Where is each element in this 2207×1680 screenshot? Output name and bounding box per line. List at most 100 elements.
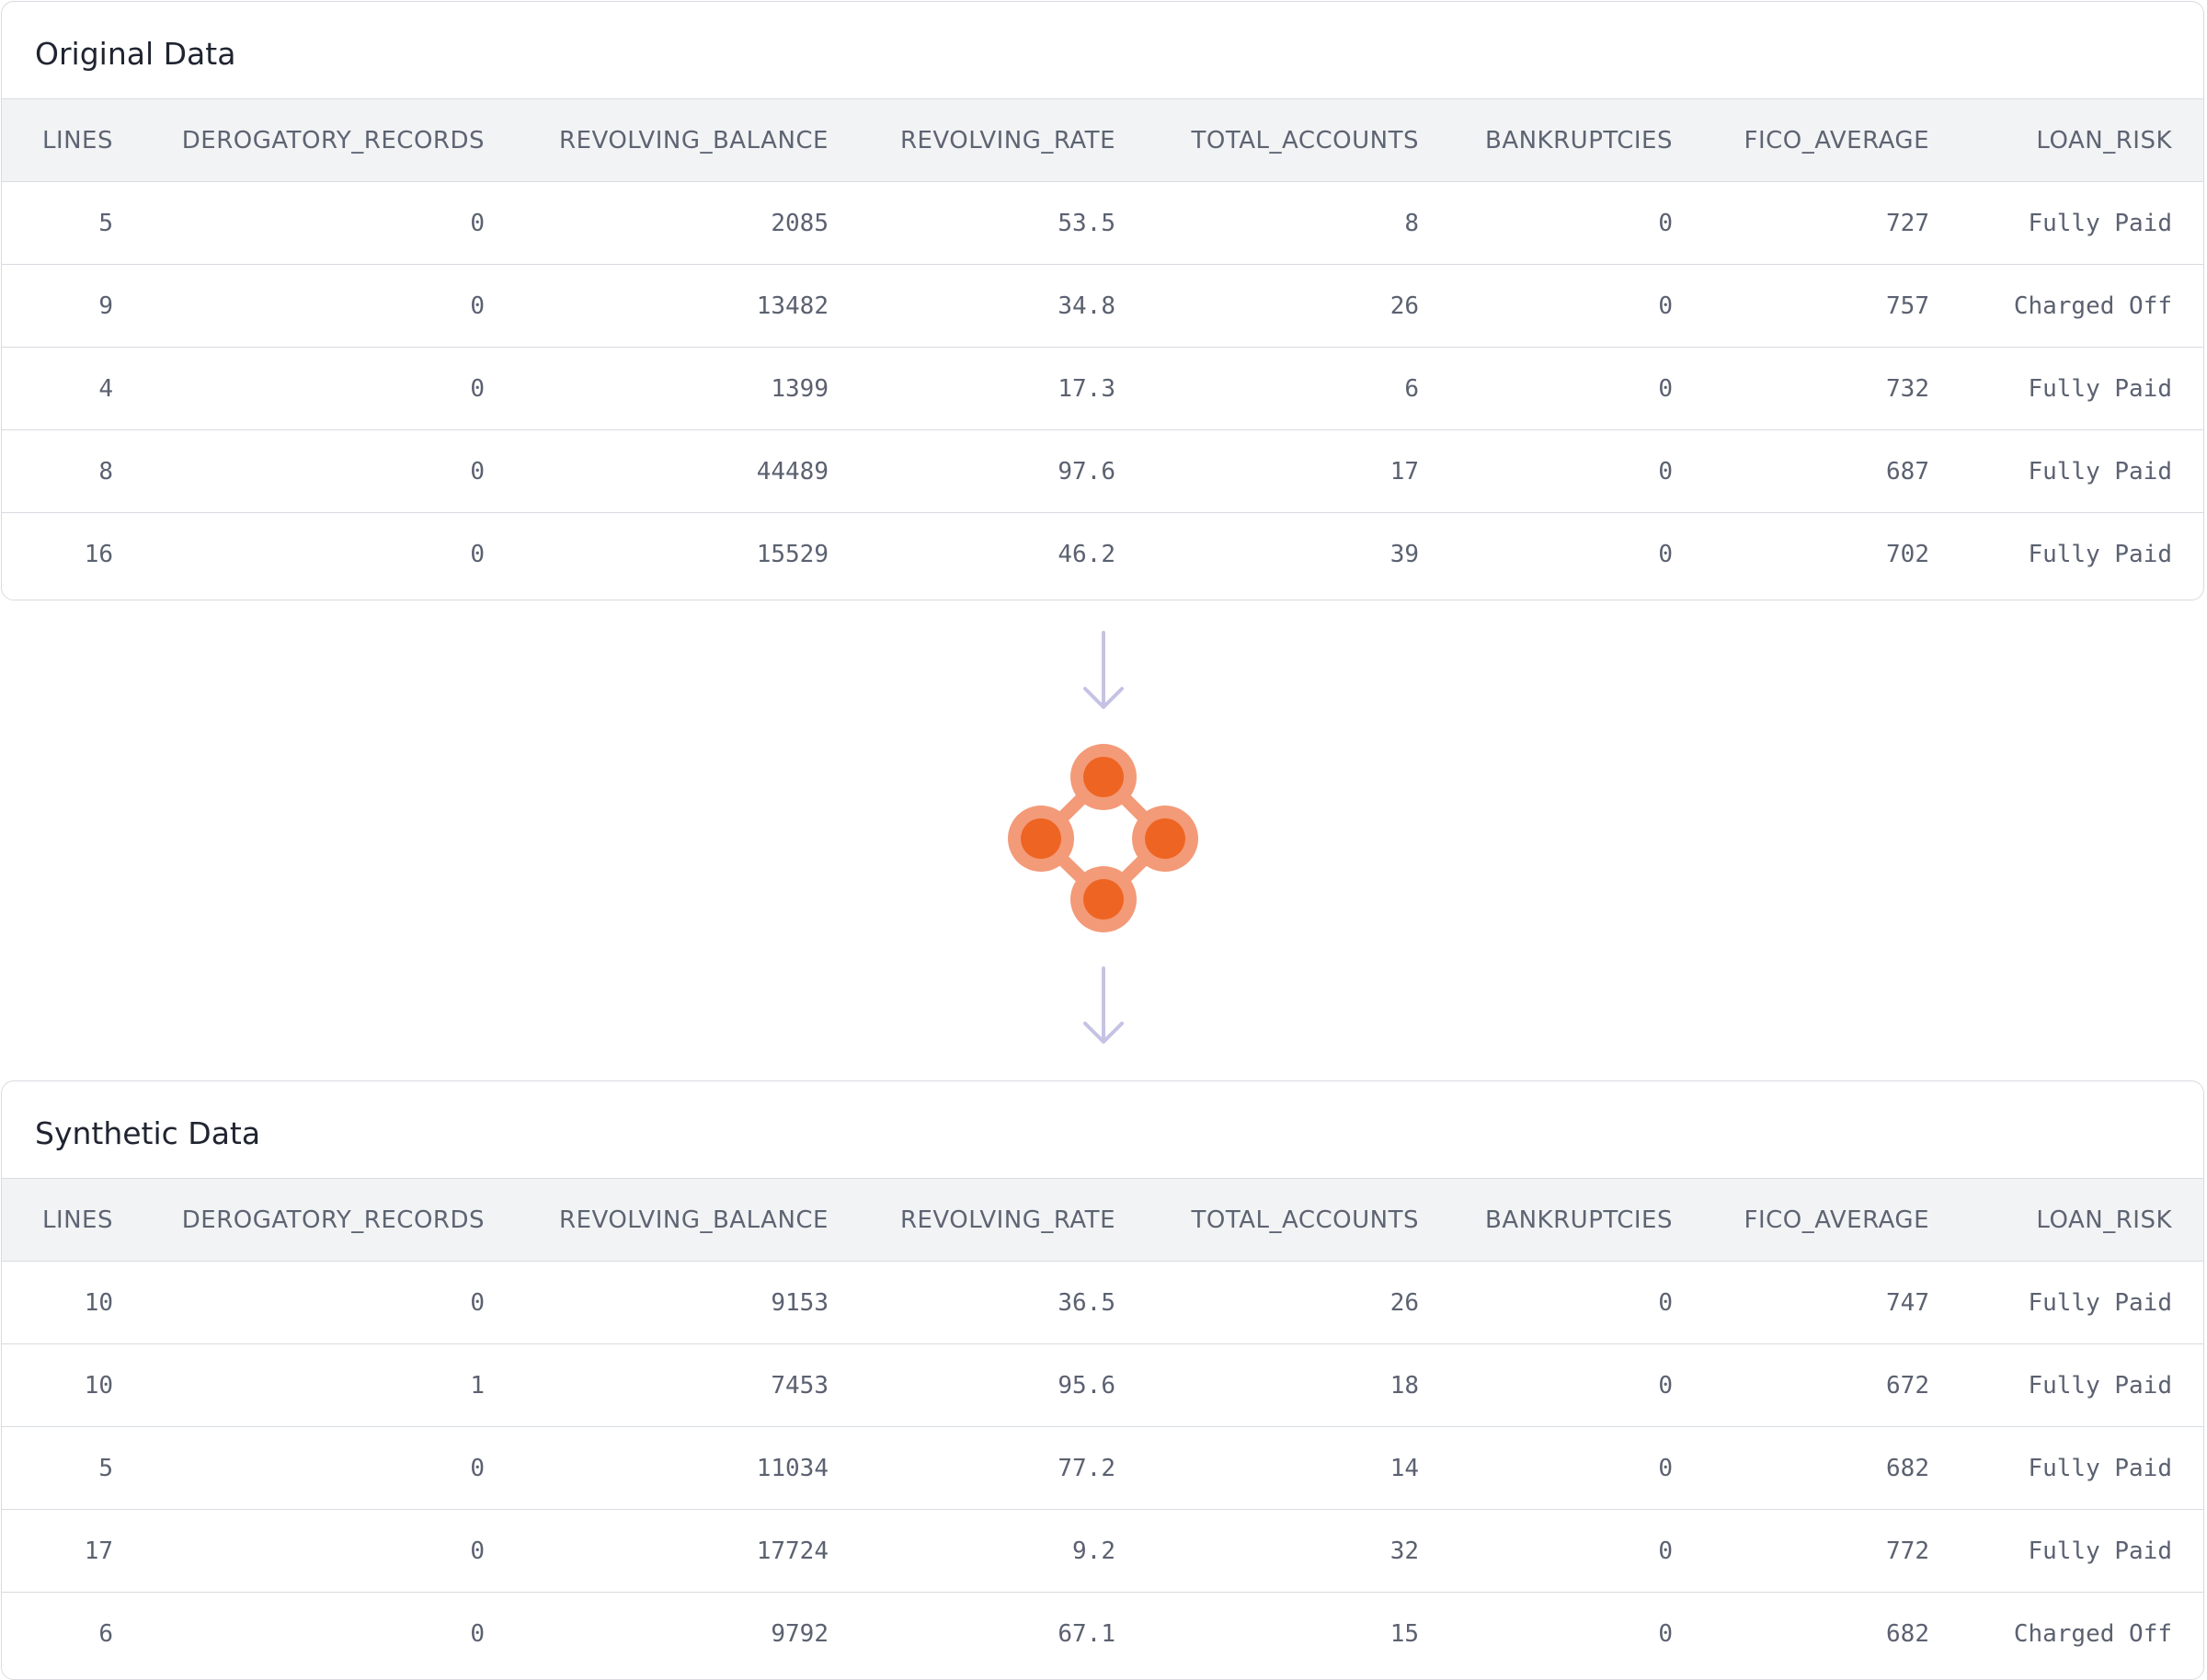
cell-revolving-rate: 9.2 bbox=[846, 1509, 1133, 1593]
cell-bankruptcies: 0 bbox=[1658, 540, 1673, 568]
cell-fico-average: 772 bbox=[1691, 1509, 1948, 1593]
cell-revolving-rate: 97.6 bbox=[846, 429, 1133, 513]
cell-revolving-balance: 15529 bbox=[756, 540, 829, 568]
node-top bbox=[1070, 744, 1137, 810]
column-header-lines: LINES bbox=[2, 99, 132, 182]
table-header-row: LINES DEROGATORY_RECORDS REVOLVING_BALAN… bbox=[2, 99, 2203, 182]
node-right bbox=[1132, 806, 1198, 872]
original-data-title: Original Data bbox=[2, 2, 2203, 99]
cell-fico-average: 687 bbox=[1691, 429, 1948, 513]
synthetic-data-table: LINES DEROGATORY_RECORDS REVOLVING_BALAN… bbox=[2, 1179, 2203, 1675]
cell-lines: 8 bbox=[2, 429, 132, 513]
cell-loan-risk: Fully Paid bbox=[1948, 1426, 2203, 1510]
column-header-bankruptcies: BANKRUPTCIES bbox=[1436, 1179, 1691, 1262]
column-header-revolving-rate: REVOLVING_RATE bbox=[846, 1179, 1133, 1262]
table-row: 8 0 44489 97.6 17 0 687 Fully Paid bbox=[2, 429, 2203, 513]
table-header-row: LINES DEROGATORY_RECORDS REVOLVING_BALAN… bbox=[2, 1179, 2203, 1262]
cell-revolving-rate: 46.2 bbox=[1058, 540, 1115, 568]
cell-loan-risk: Fully Paid bbox=[1948, 347, 2203, 430]
cell-lines: 16 bbox=[84, 540, 113, 568]
arrow-down-icon bbox=[1083, 631, 1124, 709]
column-header-revolving-rate: REVOLVING_RATE bbox=[846, 99, 1133, 182]
cell-loan-risk: Fully Paid bbox=[1948, 181, 2203, 265]
cell-total-accounts: 39 bbox=[1389, 540, 1419, 568]
cell-revolving-balance: 9153 bbox=[503, 1261, 846, 1344]
cell-loan-risk: Fully Paid bbox=[1948, 429, 2203, 513]
synthetic-data-panel: Synthetic Data LINES DEROGATORY_RECORDS … bbox=[1, 1080, 2204, 1680]
column-header-derogatory-records: DEROGATORY_RECORDS bbox=[132, 1179, 503, 1262]
cell-bankruptcies: 0 bbox=[1436, 347, 1691, 430]
cell-derogatory-records: 0 bbox=[470, 1619, 485, 1648]
cell-derogatory-records: 0 bbox=[132, 1261, 503, 1344]
cell-lines: 17 bbox=[2, 1509, 132, 1593]
cell-total-accounts: 14 bbox=[1133, 1426, 1436, 1510]
cell-revolving-balance: 2085 bbox=[503, 181, 846, 265]
column-header-derogatory-records: DEROGATORY_RECORDS bbox=[132, 99, 503, 182]
synthetic-data-rows: 10 0 9153 36.5 26 0 747 Fully Paid 10 1 7453 95.6 18… bbox=[2, 1261, 2203, 1675]
cell-total-accounts: 26 bbox=[1133, 264, 1436, 348]
cell-revolving-balance: 11034 bbox=[503, 1426, 846, 1510]
cell-revolving-balance: 13482 bbox=[503, 264, 846, 348]
table-row: 16 0 15529 46.2 39 0 702 Fully Paid bbox=[2, 513, 2203, 596]
column-header-revolving-balance: REVOLVING_BALANCE bbox=[503, 99, 846, 182]
cell-revolving-balance: 7453 bbox=[503, 1343, 846, 1427]
table-row: 5 0 2085 53.5 8 0 727 Fully Paid bbox=[2, 181, 2203, 265]
column-header-revolving-balance: REVOLVING_BALANCE bbox=[503, 1179, 846, 1262]
cell-derogatory-records: 0 bbox=[132, 347, 503, 430]
column-header-lines: LINES bbox=[2, 1179, 132, 1262]
cell-fico-average: 672 bbox=[1691, 1343, 1948, 1427]
network-nodes-icon bbox=[1008, 744, 1198, 932]
cell-loan-risk: Charged Off bbox=[1948, 264, 2203, 348]
cell-lines: 9 bbox=[2, 264, 132, 348]
cell-fico-average: 727 bbox=[1691, 181, 1948, 265]
original-data-panel: Original Data LINES DEROGATORY_RECORDS R… bbox=[1, 1, 2204, 600]
table-row: 5 0 11034 77.2 14 0 682 Fully Paid bbox=[2, 1426, 2203, 1510]
cell-total-accounts: 32 bbox=[1133, 1509, 1436, 1593]
cell-loan-risk: Fully Paid bbox=[1948, 1343, 2203, 1427]
cell-fico-average: 702 bbox=[1886, 540, 1929, 568]
node-bottom bbox=[1070, 866, 1137, 932]
table-row: 6 0 9792 67.1 15 0 682 Charged Off bbox=[2, 1593, 2203, 1675]
synthetic-data-title: Synthetic Data bbox=[2, 1081, 2203, 1179]
cell-revolving-rate: 77.2 bbox=[846, 1426, 1133, 1510]
cell-bankruptcies: 0 bbox=[1436, 1261, 1691, 1344]
column-header-loan-risk: LOAN_RISK bbox=[1948, 1179, 2203, 1262]
cell-total-accounts: 6 bbox=[1133, 347, 1436, 430]
flow-diagram bbox=[1008, 631, 1198, 1044]
arrow-down-icon bbox=[1083, 966, 1124, 1044]
cell-revolving-rate: 95.6 bbox=[846, 1343, 1133, 1427]
cell-revolving-rate: 67.1 bbox=[1058, 1619, 1115, 1648]
original-data-table: LINES DEROGATORY_RECORDS REVOLVING_BALAN… bbox=[2, 99, 2203, 596]
cell-fico-average: 682 bbox=[1886, 1619, 1929, 1648]
cell-bankruptcies: 0 bbox=[1436, 264, 1691, 348]
cell-derogatory-records: 0 bbox=[132, 264, 503, 348]
cell-total-accounts: 18 bbox=[1133, 1343, 1436, 1427]
cell-revolving-rate: 34.8 bbox=[846, 264, 1133, 348]
cell-fico-average: 757 bbox=[1691, 264, 1948, 348]
cell-revolving-rate: 53.5 bbox=[846, 181, 1133, 265]
cell-bankruptcies: 0 bbox=[1436, 181, 1691, 265]
cell-revolving-balance: 1399 bbox=[503, 347, 846, 430]
cell-derogatory-records: 0 bbox=[132, 1426, 503, 1510]
cell-derogatory-records: 0 bbox=[132, 181, 503, 265]
cell-revolving-rate: 17.3 bbox=[846, 347, 1133, 430]
cell-derogatory-records: 0 bbox=[470, 540, 485, 568]
column-header-total-accounts: TOTAL_ACCOUNTS bbox=[1133, 99, 1436, 182]
cell-total-accounts: 17 bbox=[1133, 429, 1436, 513]
cell-lines: 5 bbox=[2, 181, 132, 265]
cell-lines: 10 bbox=[2, 1261, 132, 1344]
cell-derogatory-records: 0 bbox=[132, 429, 503, 513]
cell-lines: 5 bbox=[2, 1426, 132, 1510]
column-header-bankruptcies: BANKRUPTCIES bbox=[1436, 99, 1691, 182]
cell-loan-risk: Fully Paid bbox=[2028, 540, 2172, 568]
cell-loan-risk: Fully Paid bbox=[1948, 1509, 2203, 1593]
cell-bankruptcies: 0 bbox=[1436, 1343, 1691, 1427]
column-header-fico-average: FICO_AVERAGE bbox=[1691, 1179, 1948, 1262]
cell-bankruptcies: 0 bbox=[1436, 1509, 1691, 1593]
cell-total-accounts: 26 bbox=[1133, 1261, 1436, 1344]
cell-bankruptcies: 0 bbox=[1436, 429, 1691, 513]
table-row: 17 0 17724 9.2 32 0 772 Fully Paid bbox=[2, 1509, 2203, 1593]
cell-fico-average: 747 bbox=[1691, 1261, 1948, 1344]
cell-total-accounts: 15 bbox=[1389, 1619, 1419, 1648]
cell-total-accounts: 8 bbox=[1133, 181, 1436, 265]
